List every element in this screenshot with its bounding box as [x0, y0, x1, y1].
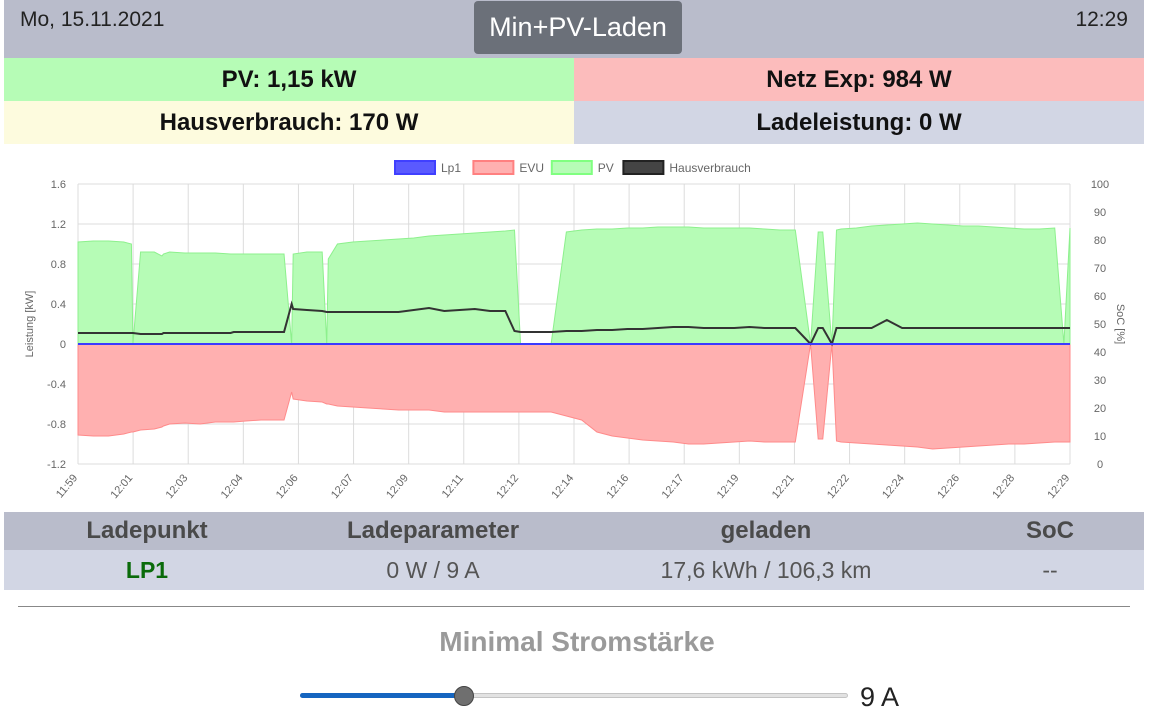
y2-tick-label: 30: [1094, 375, 1106, 387]
series-pv-area: [77, 222, 1071, 345]
legend-label: Hausverbrauch: [669, 161, 750, 175]
cell-ladeparameter: 0 W / 9 A: [386, 556, 480, 583]
grid-export-cell: Netz Exp: 984 W: [574, 58, 1144, 101]
x-tick-label: 12:29: [1045, 472, 1072, 501]
legend-swatch: [472, 160, 515, 175]
y2-tick-label: 10: [1094, 431, 1106, 443]
y2-tick-label: 20: [1094, 403, 1106, 415]
min-current-slider-fill: [300, 693, 465, 698]
y-tick-label: 1.2: [51, 219, 66, 231]
col-header-geladen: geladen: [720, 517, 812, 544]
pv-power-cell: PV: 1,15 kW: [4, 58, 574, 101]
y2-tick-label: 60: [1094, 291, 1106, 303]
x-tick-label: 12:03: [164, 472, 191, 501]
date-label: Mo, 15.11.2021: [20, 8, 165, 31]
y-tick-label: 0.4: [51, 299, 66, 311]
x-tick-label: 12:24: [880, 472, 907, 501]
table-header: Ladepunkt Ladeparameter geladen SoC: [4, 512, 1144, 550]
header-bar: Mo, 15.11.2021 Min+PV-Laden 12:29: [4, 0, 1144, 58]
x-tick-label: 12:16: [605, 472, 632, 501]
charging-power-cell: Ladeleistung: 0 W: [574, 101, 1144, 144]
house-consumption-cell: Hausverbrauch: 170 W: [4, 101, 574, 144]
min-current-slider-thumb[interactable]: [454, 686, 475, 706]
y-tick-label: -0.4: [47, 379, 66, 391]
x-tick-label: 12:22: [825, 472, 852, 501]
y-tick-label: -0.8: [47, 419, 66, 431]
time-label: 12:29: [1075, 8, 1128, 31]
cell-geladen: 17,6 kWh / 106,3 km: [660, 556, 872, 583]
y-tick-label: -1.2: [47, 459, 66, 471]
x-tick-label: 12:09: [384, 472, 411, 501]
min-current-value: 9 A: [860, 682, 900, 712]
x-tick-label: 11:59: [54, 472, 80, 500]
series-evu-area: [77, 343, 1071, 450]
legend-label: EVU: [519, 161, 544, 175]
col-header-ladeparameter: Ladeparameter: [346, 517, 520, 544]
x-tick-label: 12:06: [274, 472, 301, 501]
table-row[interactable]: LP1 0 W / 9 A 17,6 kWh / 106,3 km --: [4, 550, 1144, 590]
min-current-title: Minimal Stromstärke: [439, 626, 715, 657]
charge-mode-button[interactable]: Min+PV-Laden: [474, 1, 682, 54]
series-hausverbrauch-line: [78, 300, 1070, 347]
legend-swatch: [550, 160, 593, 175]
y-axis-label: Leistung [kW]: [24, 291, 36, 358]
legend-swatch: [622, 160, 665, 175]
power-chart: 1.61.20.80.40-0.4-0.8-1.2100908070605040…: [24, 160, 1126, 501]
x-tick-label: 12:11: [440, 472, 466, 500]
divider: [18, 606, 1130, 607]
y2-tick-label: 0: [1097, 459, 1103, 471]
y-tick-label: 1.6: [51, 179, 66, 191]
y2-axis-label: SoC [%]: [1114, 304, 1126, 344]
x-tick-label: 12:28: [990, 472, 1017, 501]
x-tick-label: 12:14: [549, 472, 576, 501]
y2-tick-label: 90: [1094, 207, 1106, 219]
legend-label: Lp1: [441, 161, 461, 175]
legend-swatch: [394, 160, 436, 175]
y2-tick-label: 100: [1091, 179, 1109, 191]
x-tick-label: 12:26: [935, 472, 962, 501]
x-tick-label: 12:17: [660, 472, 687, 501]
x-tick-label: 12:01: [109, 472, 136, 501]
x-tick-label: 12:07: [329, 472, 356, 501]
x-tick-label: 12:04: [219, 472, 246, 501]
col-header-ladepunkt: Ladepunkt: [86, 517, 208, 544]
cell-ladepunkt[interactable]: LP1: [125, 556, 169, 583]
x-tick-label: 12:12: [494, 472, 521, 501]
cell-soc: --: [1042, 556, 1058, 583]
y-tick-label: 0: [60, 339, 66, 351]
y2-tick-label: 80: [1094, 235, 1106, 247]
y-tick-label: 0.8: [51, 259, 66, 271]
x-tick-label: 12:19: [715, 472, 742, 501]
y2-tick-label: 50: [1094, 319, 1106, 331]
y2-tick-label: 70: [1094, 263, 1106, 275]
y2-tick-label: 40: [1094, 347, 1106, 359]
legend-label: PV: [598, 161, 614, 175]
col-header-soc: SoC: [1026, 517, 1074, 544]
x-tick-label: 12:21: [770, 472, 797, 501]
